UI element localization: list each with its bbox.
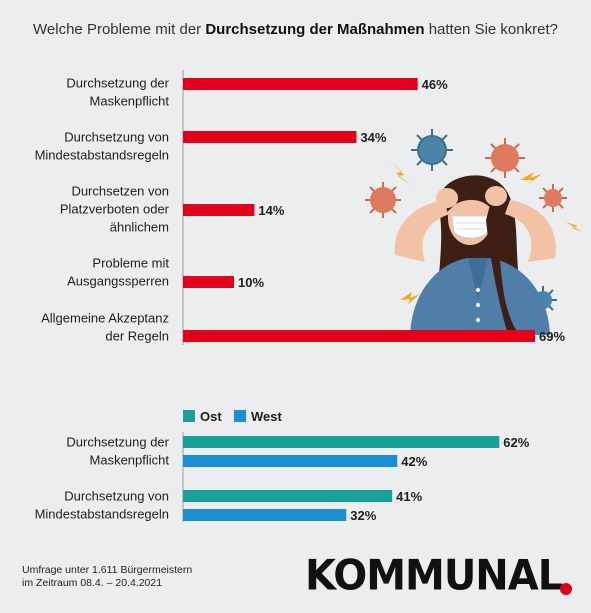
lightning-icon bbox=[390, 160, 410, 185]
virus-icon bbox=[485, 138, 525, 178]
value-label: 34% bbox=[360, 130, 386, 145]
category-label: Durchsetzung der bbox=[66, 435, 169, 450]
bar bbox=[183, 509, 347, 521]
logo-dot bbox=[560, 583, 572, 595]
lightning-icon bbox=[400, 292, 420, 304]
value-label: 10% bbox=[238, 275, 264, 290]
bar bbox=[183, 276, 235, 288]
legend-swatch bbox=[183, 410, 195, 422]
category-label: Maskenpflicht bbox=[90, 94, 170, 109]
stressed-woman-with-mask-and-viruses-icon bbox=[365, 129, 582, 335]
bar bbox=[183, 330, 535, 342]
bar bbox=[183, 131, 357, 143]
legend-swatch bbox=[234, 410, 246, 422]
bar bbox=[183, 204, 255, 216]
value-label: 42% bbox=[401, 454, 427, 469]
category-label: Ausgangssperren bbox=[67, 274, 169, 289]
chart-ost-west: 62% 42% Durchsetzung der Maskenpflicht 41% 32… bbox=[35, 432, 530, 523]
category-label: Allgemeine Akzeptanz bbox=[41, 311, 169, 326]
chart-problems: 46% Durchsetzung der Maskenpflicht 34% Durch… bbox=[35, 70, 565, 345]
category-label: der Regeln bbox=[105, 329, 169, 344]
bar bbox=[183, 455, 398, 467]
legend: Ost West bbox=[183, 409, 282, 424]
category-label: Durchsetzung von bbox=[64, 130, 169, 145]
bar bbox=[183, 78, 418, 90]
source-line-1: Umfrage unter 1.611 Bürgermeistern bbox=[22, 564, 193, 576]
category-label: Mindestabstandsregeln bbox=[35, 148, 169, 163]
title-part-bold: Durchsetzung der Maßnahmen bbox=[205, 21, 425, 38]
bar bbox=[183, 490, 393, 502]
category-label: Platzverboten oder bbox=[60, 202, 170, 217]
title-part-3: hatten Sie konkret? bbox=[424, 21, 558, 38]
virus-icon bbox=[539, 184, 567, 212]
value-label: 14% bbox=[258, 203, 284, 218]
bar bbox=[183, 436, 500, 448]
category-label: Durchsetzen von bbox=[71, 184, 169, 199]
category-label: ähnlichem bbox=[110, 220, 169, 235]
value-label: 69% bbox=[539, 329, 565, 344]
value-label: 41% bbox=[396, 489, 422, 504]
value-label: 32% bbox=[350, 508, 376, 523]
value-label: 62% bbox=[503, 435, 529, 450]
category-label: Mindestabstandsregeln bbox=[35, 507, 169, 522]
chart-title: Welche Probleme mit der Durchsetzung der… bbox=[0, 21, 591, 38]
source-line-2: im Zeitraum 08.4. – 20.4.2021 bbox=[22, 577, 163, 589]
legend-label: Ost bbox=[200, 409, 222, 424]
category-label: Probleme mit bbox=[92, 256, 169, 271]
source-note: Umfrage unter 1.611 Bürgermeistern im Ze… bbox=[22, 564, 192, 590]
category-label: Durchsetzung der bbox=[66, 76, 169, 91]
category-label: Durchsetzung von bbox=[64, 489, 169, 504]
kommunal-logo: KOMMUNAL bbox=[305, 551, 563, 601]
lightning-icon bbox=[566, 222, 582, 232]
legend-label: West bbox=[251, 409, 282, 424]
lightning-icon bbox=[520, 172, 542, 184]
virus-icon bbox=[411, 129, 453, 171]
title-part-1: Welche Probleme mit der bbox=[33, 21, 206, 38]
category-label: Maskenpflicht bbox=[90, 453, 170, 468]
value-label: 46% bbox=[422, 77, 448, 92]
virus-icon bbox=[365, 182, 401, 218]
